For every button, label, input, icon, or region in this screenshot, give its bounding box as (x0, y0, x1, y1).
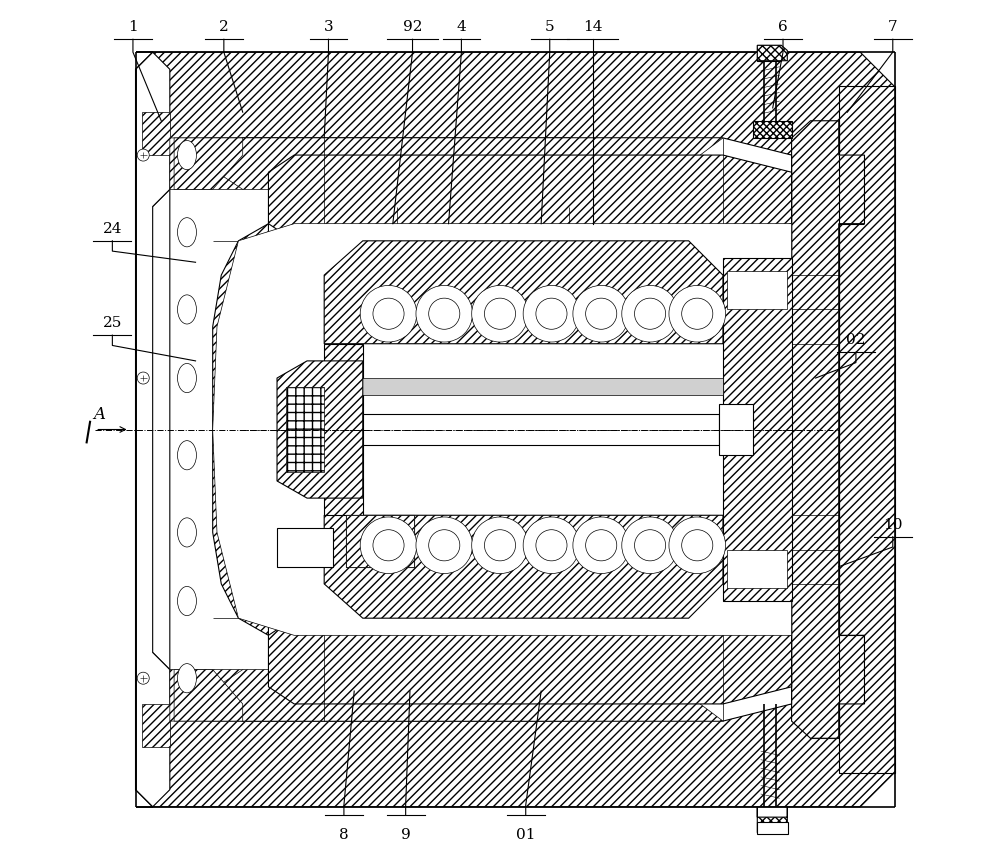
Bar (719, 404, 753, 455)
Text: 6: 6 (778, 20, 788, 34)
Ellipse shape (178, 441, 196, 470)
Polygon shape (286, 387, 324, 472)
Polygon shape (213, 223, 792, 636)
Polygon shape (324, 241, 723, 344)
Text: 3: 3 (324, 20, 333, 34)
Polygon shape (142, 704, 170, 746)
Circle shape (484, 298, 516, 329)
Text: 9: 9 (401, 828, 411, 843)
Polygon shape (723, 258, 792, 601)
Polygon shape (170, 138, 792, 721)
Circle shape (137, 372, 149, 384)
Circle shape (586, 530, 617, 561)
Polygon shape (277, 361, 363, 498)
Circle shape (137, 673, 149, 685)
Text: 14: 14 (583, 20, 602, 34)
Circle shape (373, 298, 404, 329)
Text: 01: 01 (516, 828, 535, 843)
Ellipse shape (178, 141, 196, 169)
Bar (363, 414, 719, 445)
Circle shape (669, 285, 726, 342)
Ellipse shape (178, 295, 196, 324)
Text: 92: 92 (403, 20, 422, 34)
Circle shape (484, 530, 516, 561)
Circle shape (573, 517, 629, 574)
Circle shape (472, 517, 528, 574)
Circle shape (137, 149, 149, 161)
Text: 10: 10 (883, 518, 903, 532)
Polygon shape (170, 670, 294, 721)
Text: 7: 7 (888, 20, 898, 34)
Circle shape (536, 530, 567, 561)
Ellipse shape (178, 664, 196, 693)
Circle shape (635, 530, 666, 561)
Polygon shape (204, 670, 723, 721)
Circle shape (635, 298, 666, 329)
Polygon shape (757, 807, 787, 832)
Polygon shape (174, 670, 243, 721)
Text: 2: 2 (219, 20, 229, 34)
Circle shape (416, 517, 473, 574)
Polygon shape (142, 113, 170, 155)
Polygon shape (810, 87, 895, 772)
Circle shape (573, 285, 629, 342)
Polygon shape (136, 52, 170, 807)
Circle shape (360, 517, 417, 574)
Circle shape (523, 517, 580, 574)
Polygon shape (753, 121, 792, 138)
Polygon shape (268, 155, 792, 241)
Bar (757, 822, 788, 834)
Polygon shape (174, 138, 243, 189)
Polygon shape (757, 46, 787, 61)
Polygon shape (324, 344, 363, 515)
Text: 24: 24 (103, 222, 122, 235)
Polygon shape (792, 121, 864, 738)
Circle shape (622, 517, 678, 574)
Polygon shape (324, 515, 723, 618)
Bar (757, 46, 781, 61)
Bar (346, 515, 414, 567)
Text: 8: 8 (339, 828, 349, 843)
Circle shape (416, 285, 473, 342)
Text: 4: 4 (457, 20, 466, 34)
Bar (277, 528, 333, 567)
Circle shape (586, 298, 617, 329)
Ellipse shape (178, 363, 196, 393)
Circle shape (373, 530, 404, 561)
Circle shape (669, 517, 726, 574)
Circle shape (682, 298, 713, 329)
Circle shape (429, 298, 460, 329)
Polygon shape (153, 52, 895, 206)
Circle shape (523, 285, 580, 342)
Ellipse shape (178, 217, 196, 247)
Bar (346, 515, 414, 567)
Polygon shape (723, 223, 792, 636)
Circle shape (622, 285, 678, 342)
Polygon shape (268, 618, 792, 704)
Polygon shape (213, 223, 268, 636)
Text: 5: 5 (545, 20, 555, 34)
Text: 1: 1 (128, 20, 138, 34)
Polygon shape (153, 653, 895, 807)
Circle shape (682, 530, 713, 561)
Circle shape (536, 298, 567, 329)
Bar (727, 271, 787, 309)
Ellipse shape (178, 518, 196, 547)
Text: 25: 25 (103, 316, 122, 330)
Polygon shape (170, 138, 294, 189)
Polygon shape (204, 138, 723, 189)
Circle shape (472, 285, 528, 342)
Circle shape (360, 285, 417, 342)
Bar (727, 550, 787, 588)
Circle shape (429, 530, 460, 561)
Text: 02: 02 (846, 333, 866, 347)
Ellipse shape (178, 587, 196, 616)
Text: A: A (93, 406, 105, 423)
Polygon shape (324, 378, 723, 395)
